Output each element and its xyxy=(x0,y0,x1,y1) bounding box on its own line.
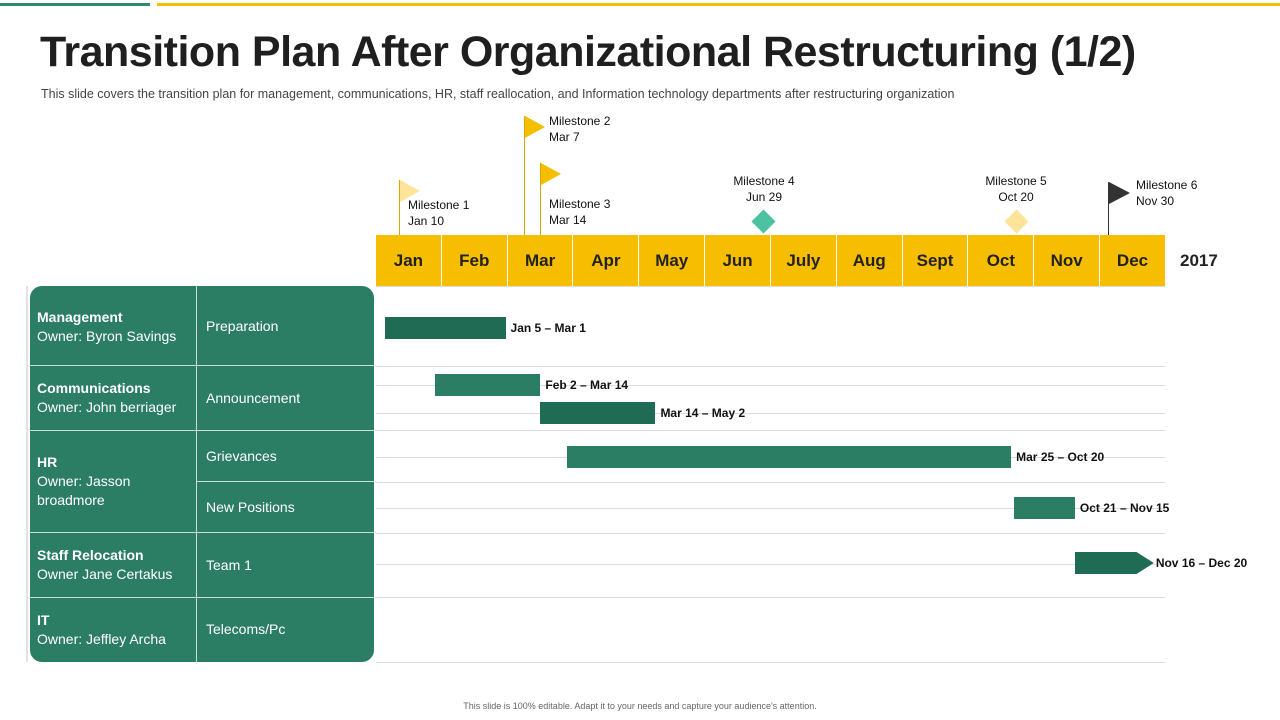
top-accent-yellow xyxy=(157,3,1280,6)
grid-line xyxy=(376,533,1165,534)
milestone-2: Milestone 2 Mar 7 xyxy=(549,113,610,145)
column-divider xyxy=(196,286,197,662)
milestone-1-pole xyxy=(399,180,400,235)
gantt-bar-announcement-2 xyxy=(540,402,656,424)
month-jun: Jun xyxy=(704,235,770,286)
gantt-bar-announcement-1 xyxy=(435,374,541,396)
department-owner: Owner: John berriager xyxy=(37,399,177,415)
row-divider xyxy=(30,532,374,533)
grid-line xyxy=(376,385,1165,386)
flag-yellow-icon xyxy=(541,163,561,185)
grid-line xyxy=(376,482,1165,483)
task-announcement: Announcement xyxy=(206,390,301,406)
department-name: Staff Relocation xyxy=(37,547,144,563)
department-management: Management Owner: Byron Savings xyxy=(37,308,192,346)
month-may: May xyxy=(638,235,704,286)
row-divider xyxy=(30,597,374,598)
milestone-3-date: Mar 14 xyxy=(549,213,587,227)
department-name: IT xyxy=(37,612,50,628)
department-hr: HR Owner: Jasson broadmore xyxy=(37,453,177,510)
page-subtitle: This slide covers the transition plan fo… xyxy=(41,87,955,101)
month-bar: Jan Feb Mar Apr May Jun July Aug Sept Oc… xyxy=(376,235,1165,286)
grid-line xyxy=(376,413,1165,414)
panel-outline xyxy=(26,286,28,662)
task-team-1: Team 1 xyxy=(206,557,252,573)
grid-line xyxy=(376,286,1165,287)
milestone-1-name: Milestone 1 xyxy=(408,198,470,212)
gantt-bar-preparation xyxy=(384,317,506,339)
grid-line xyxy=(376,597,1165,598)
gantt-bar-label: Feb 2 – Mar 14 xyxy=(545,378,629,392)
top-accent-teal xyxy=(0,3,150,6)
department-panel: Management Owner: Byron Savings Communic… xyxy=(30,286,374,662)
task-divider xyxy=(196,481,374,482)
milestone-3: Milestone 3 Mar 14 xyxy=(549,196,610,228)
milestone-2-date: Mar 7 xyxy=(549,130,580,144)
flag-dark-icon xyxy=(1109,182,1130,204)
department-owner: Owner Jane Certakus xyxy=(37,566,173,582)
grid-line xyxy=(376,430,1165,431)
grid-line xyxy=(376,564,1165,565)
milestone-2-pole xyxy=(524,116,525,235)
month-feb: Feb xyxy=(440,235,507,286)
milestone-6-name: Milestone 6 xyxy=(1136,178,1198,192)
milestone-4-name: Milestone 4 xyxy=(733,174,795,188)
year-label: 2017 xyxy=(1180,251,1218,270)
department-name: HR xyxy=(37,454,58,470)
milestone-6-pole xyxy=(1108,182,1109,235)
grid-line xyxy=(376,508,1165,509)
footer-note: This slide is 100% editable. Adapt it to… xyxy=(463,701,817,711)
milestone-2-name: Milestone 2 xyxy=(549,114,611,128)
row-divider xyxy=(30,430,374,431)
department-owner: Owner: Jasson broadmore xyxy=(37,473,131,508)
month-nov: Nov xyxy=(1033,235,1099,286)
milestone-3-name: Milestone 3 xyxy=(549,197,611,211)
milestone-5-date: Oct 20 xyxy=(998,190,1034,204)
month-jul: July xyxy=(769,235,836,286)
diamond-mint-icon xyxy=(751,209,776,234)
flag-yellow-icon xyxy=(525,116,545,138)
row-divider xyxy=(30,365,374,366)
milestone-3-pole xyxy=(540,163,541,235)
grid-line xyxy=(376,366,1165,367)
month-sep: Sept xyxy=(901,235,968,286)
task-grievances: Grievances xyxy=(206,448,277,464)
month-apr: Apr xyxy=(572,235,638,286)
department-owner: Owner: Jeffley Archa xyxy=(37,631,166,647)
department-owner: Owner: Byron Savings xyxy=(37,328,177,344)
month-dec: Dec xyxy=(1099,235,1165,286)
gantt-bar-label: Jan 5 – Mar 1 xyxy=(510,321,586,335)
milestone-6-date: Nov 30 xyxy=(1136,194,1175,208)
gantt-bar-grievances xyxy=(566,446,1012,468)
diamond-light-icon xyxy=(1004,209,1029,234)
milestone-5-name: Milestone 5 xyxy=(985,174,1047,188)
department-communications: Communications Owner: John berriager xyxy=(37,379,192,417)
department-it: IT Owner: Jeffley Archa xyxy=(37,611,192,649)
milestone-1-date: Jan 10 xyxy=(408,214,445,228)
gantt-bar-label: Mar 25 – Oct 20 xyxy=(1016,450,1105,464)
month-oct: Oct xyxy=(967,235,1033,286)
department-staff-relocation: Staff Relocation Owner Jane Certakus xyxy=(37,546,192,584)
task-preparation: Preparation xyxy=(206,318,279,334)
milestone-4: Milestone 4 Jun 29 xyxy=(724,173,804,205)
flag-light-icon xyxy=(400,180,420,202)
month-jan: Jan xyxy=(393,250,424,270)
milestone-5: Milestone 5 Oct 20 xyxy=(976,173,1056,205)
gantt-bar-new-positions xyxy=(1013,497,1075,519)
gantt-bar-label: Oct 21 – Nov 15 xyxy=(1079,501,1170,515)
gantt-bar-label: Nov 16 – Dec 20 xyxy=(1155,556,1248,570)
milestone-1: Milestone 1 Jan 10 xyxy=(408,197,469,229)
milestone-6: Milestone 6 Nov 30 xyxy=(1136,177,1197,209)
gantt-bar-label: Mar 14 – May 2 xyxy=(660,406,746,420)
grid-line xyxy=(376,662,1165,663)
month-mar: Mar xyxy=(506,235,573,286)
page-title: Transition Plan After Organizational Res… xyxy=(40,28,1136,76)
gantt-bar-team-1 xyxy=(1074,552,1154,574)
department-name: Management xyxy=(37,309,123,325)
milestone-4-date: Jun 29 xyxy=(745,190,783,204)
department-name: Communications xyxy=(37,380,151,396)
month-aug: Aug xyxy=(835,235,902,286)
task-telecoms: Telecoms/Pc xyxy=(206,621,286,637)
task-new-positions: New Positions xyxy=(206,499,295,515)
